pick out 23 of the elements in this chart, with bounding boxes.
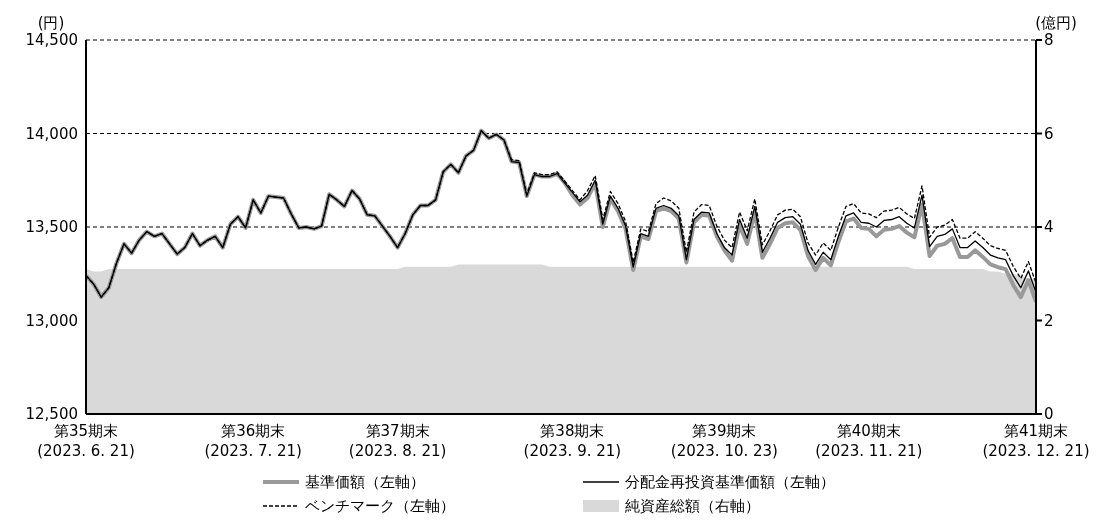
y2-tick-label: 8 — [1044, 31, 1054, 50]
x-tick-label: 第37期末 (2023. 8. 21) — [348, 422, 447, 460]
x-tick-label: 第40期末 (2023. 11. 21) — [815, 422, 923, 460]
y-tick-label: 13,000 — [25, 311, 78, 330]
x-tick-label: 第36期末 (2023. 7. 21) — [204, 422, 302, 460]
y-axis-title: (円) — [37, 14, 65, 32]
x-tick-label: 第39期末 (2023. 10. 23) — [670, 422, 778, 460]
y2-tick-label: 0 — [1044, 405, 1054, 424]
x-tick-label: 第41期末 (2023. 12. 21) — [982, 422, 1090, 460]
y2-tick-label: 6 — [1044, 124, 1054, 143]
y2-tick-label: 4 — [1044, 218, 1054, 237]
y-tick-label: 14,000 — [25, 124, 78, 143]
y-tick-label: 12,500 — [25, 405, 78, 424]
legend-label: 純資産総額（右軸） — [625, 496, 760, 516]
x-tick-label: 第38期末 (2023. 9. 21) — [523, 422, 622, 460]
legend-label: 分配金再投資基準価額（左軸） — [625, 472, 835, 492]
y2-tick-label: 2 — [1044, 311, 1054, 330]
y-tick-label: 14,500 — [25, 31, 78, 50]
y-tick-label: 13,500 — [25, 218, 78, 237]
legend-label: 基準価額（左軸） — [305, 472, 425, 492]
y2-axis-title: (億円) — [1035, 14, 1077, 32]
x-tick-label: 第35期末 (2023. 6. 21) — [37, 422, 135, 460]
legend-label: ベンチマーク（左軸） — [305, 496, 455, 516]
